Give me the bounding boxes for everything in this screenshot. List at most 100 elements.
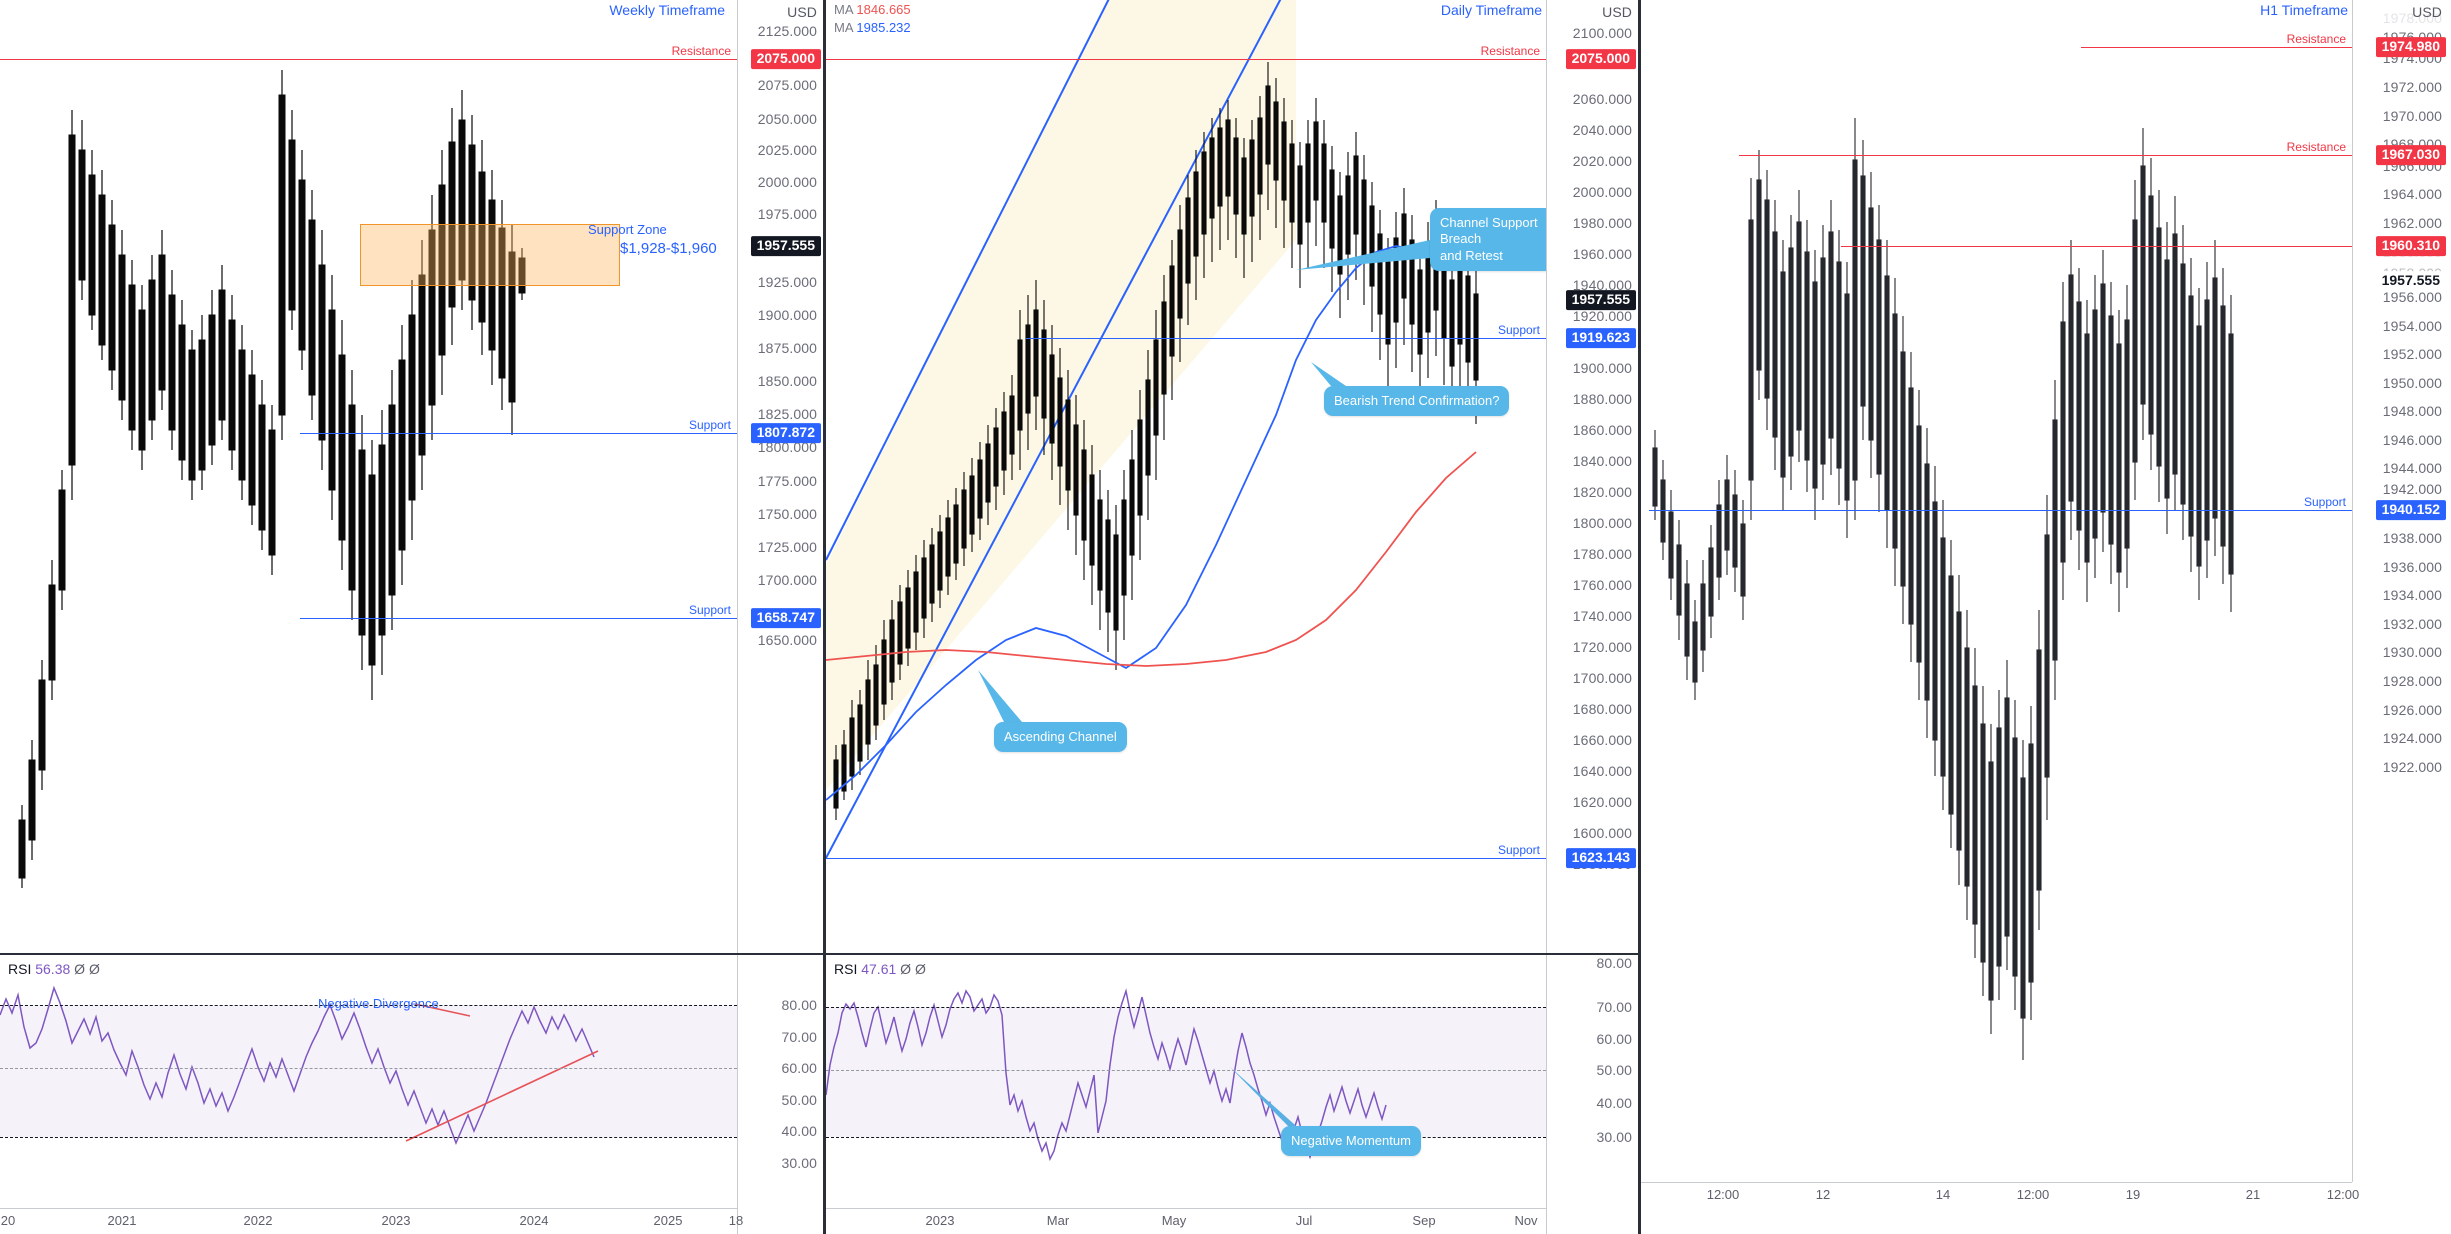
- axis-tick: 1800.000: [1572, 515, 1632, 531]
- resistance-line-1960[interactable]: [1841, 246, 2352, 247]
- level-text-support-w2: Support: [688, 603, 731, 617]
- price-tag-last[interactable]: 1957.555: [750, 236, 821, 256]
- axis-tick: 1900.000: [757, 307, 817, 323]
- support-line-1807[interactable]: [300, 433, 737, 434]
- rsi-extra-1: Ø: [900, 961, 912, 977]
- x-tick: 2023: [925, 1213, 955, 1228]
- price-axis-weekly[interactable]: USD 2125.000 2100.000 2075.000 2050.000 …: [737, 0, 823, 953]
- support-zone-box[interactable]: [360, 224, 620, 286]
- price-chart-daily[interactable]: Resistance Support Support: [826, 0, 1638, 953]
- rsi-band: [826, 1007, 1546, 1137]
- rsi-plot-daily[interactable]: RSI 47.61 Ø Ø Negative Momentum: [826, 955, 1546, 1234]
- rsi-axis-daily[interactable]: 80.00 70.00 60.00 50.00 40.00 30.00: [1546, 955, 1638, 1234]
- axis-tick: 1825.000: [757, 406, 817, 422]
- resistance-line-1967[interactable]: [1739, 155, 2352, 156]
- price-tag-support-2[interactable]: 1658.747: [750, 608, 821, 628]
- support-line-1940[interactable]: [1649, 510, 2352, 511]
- support-line-1623-d[interactable]: [826, 858, 1546, 859]
- callout-channel-support-breach[interactable]: Channel Support Breach and Retest: [1430, 208, 1546, 271]
- price-tag-resistance-2[interactable]: 1967.030: [2375, 145, 2446, 165]
- level-text-resistance-h2: Resistance: [2286, 140, 2346, 154]
- price-tag-last[interactable]: 1957.555: [2375, 271, 2446, 291]
- axis-tick: 1964.000: [2382, 186, 2442, 202]
- price-tag-last[interactable]: 1957.555: [1565, 290, 1636, 310]
- rsi-overbought-line: [0, 1005, 737, 1006]
- price-tag-resistance-1[interactable]: 1974.980: [2375, 37, 2446, 57]
- axis-currency-daily: USD: [1602, 4, 1632, 20]
- level-text-resistance-w: Resistance: [671, 44, 731, 58]
- price-tag-support-1[interactable]: 1807.872: [750, 423, 821, 443]
- price-chart-weekly[interactable]: Resistance Support Support Support Zone …: [0, 0, 823, 953]
- axis-tick: 1620.000: [1572, 794, 1632, 810]
- price-plot-h1[interactable]: Resistance Resistance Support: [1641, 0, 2352, 1182]
- rsi-oversold-line: [0, 1137, 737, 1138]
- price-axis-h1[interactable]: USD 1978.000 1976.000 1974.000 1972.000 …: [2352, 0, 2448, 1182]
- rsi-plot-weekly[interactable]: RSI 56.38 Ø Ø Negative Divergence: [0, 955, 737, 1234]
- axis-tick: 1820.000: [1572, 484, 1632, 500]
- axis-tick: 1924.000: [2382, 730, 2442, 746]
- panel-h1: H1 Timeframe Resistance Resistance Suppo…: [1641, 0, 2448, 1234]
- axis-tick: 2025.000: [757, 142, 817, 158]
- axis-tick: 1940.000: [1572, 277, 1632, 293]
- price-tag-support-2[interactable]: 1623.143: [1565, 848, 1636, 868]
- price-tag-resistance[interactable]: 2075.000: [750, 49, 821, 69]
- time-axis-weekly[interactable]: 20 2021 2022 2023 2024 2025 18: [0, 1208, 743, 1234]
- rsi-chart-weekly[interactable]: RSI 56.38 Ø Ø Negative Divergence 80.00 …: [0, 953, 823, 1234]
- axis-tick: 1950.000: [2382, 375, 2442, 391]
- axis-tick: 1840.000: [1572, 453, 1632, 469]
- rsi-chart-daily[interactable]: RSI 47.61 Ø Ø Negative Momentum 80.00 70…: [826, 953, 1638, 1234]
- price-chart-h1[interactable]: Resistance Resistance Support: [1641, 0, 2448, 1208]
- rsi-annotation-weekly: Negative Divergence: [318, 996, 439, 1011]
- rsi-tick: 60.00: [1596, 1031, 1632, 1047]
- axis-tick: 1942.000: [2382, 481, 2442, 497]
- axis-tick: 1850.000: [757, 373, 817, 389]
- support-line-1919-d[interactable]: [1026, 338, 1546, 339]
- rsi-oversold-line: [826, 1137, 1546, 1138]
- axis-tick: 1600.000: [1572, 825, 1632, 841]
- price-tag-resistance-3[interactable]: 1960.310: [2375, 236, 2446, 256]
- callout-ascending-channel[interactable]: Ascending Channel: [994, 722, 1127, 753]
- axis-tick: 2000.000: [1572, 184, 1632, 200]
- price-plot-daily[interactable]: Resistance Support Support: [826, 0, 1546, 953]
- axis-tick: 1956.000: [2382, 289, 2442, 305]
- x-tick: Nov: [1514, 1213, 1538, 1228]
- price-plot-weekly[interactable]: Resistance Support Support Support Zone …: [0, 0, 737, 953]
- axis-tick: 1900.000: [1572, 360, 1632, 376]
- x-tick: 2021: [107, 1213, 137, 1228]
- time-axis-daily[interactable]: 2023 Mar May Jul Sep Nov: [826, 1208, 1546, 1234]
- rsi-extra-1: Ø: [74, 961, 86, 977]
- axis-tick: 1640.000: [1572, 763, 1632, 779]
- ma-legend-1: MA 1846.665: [834, 2, 911, 17]
- x-tick: 21: [2245, 1187, 2261, 1202]
- resistance-line-2075[interactable]: [0, 59, 737, 60]
- axis-tick: 1650.000: [757, 632, 817, 648]
- price-tag-support-1[interactable]: 1919.623: [1565, 328, 1636, 348]
- support-line-1658[interactable]: [300, 618, 737, 619]
- time-axis-h1[interactable]: 12:00 12 14 12:00 19 21 12:00: [1641, 1182, 2359, 1208]
- level-text-support-w1: Support: [688, 418, 731, 432]
- axis-tick: 2125.000: [757, 23, 817, 39]
- callout-bearish-trend-confirmation[interactable]: Bearish Trend Confirmation?: [1324, 386, 1510, 417]
- resistance-line-1974[interactable]: [2081, 47, 2352, 48]
- axis-tick: 1800.000: [757, 439, 817, 455]
- x-tick: 12:00: [1706, 1187, 1740, 1202]
- ma-value-fast: 1985.232: [856, 20, 911, 35]
- callout-negative-momentum[interactable]: Negative Momentum: [1281, 1126, 1421, 1157]
- rsi-legend-weekly: RSI 56.38 Ø Ø: [8, 961, 100, 977]
- candlestick-series-weekly: [18, 70, 526, 888]
- axis-tick: 1760.000: [1572, 577, 1632, 593]
- panel-weekly: Weekly Timeframe Resistance Support Supp…: [0, 0, 826, 1234]
- price-axis-daily[interactable]: USD 2100.000 2080.000 2060.000 2040.000 …: [1546, 0, 1638, 953]
- price-tag-resistance[interactable]: 2075.000: [1565, 49, 1636, 69]
- axis-tick: 1920.000: [1572, 308, 1632, 324]
- resistance-line-2075-d[interactable]: [826, 59, 1546, 60]
- rsi-axis-weekly[interactable]: 80.00 70.00 60.00 50.00 40.00 30.00: [737, 955, 823, 1234]
- axis-currency-h1: USD: [2412, 4, 2442, 20]
- level-text-resistance-h1: Resistance: [2286, 32, 2346, 46]
- price-tag-support[interactable]: 1940.152: [2375, 500, 2446, 520]
- axis-tick: 1980.000: [1572, 215, 1632, 231]
- axis-tick: 2040.000: [1572, 122, 1632, 138]
- x-tick: 20: [0, 1213, 16, 1228]
- axis-tick: 1928.000: [2382, 673, 2442, 689]
